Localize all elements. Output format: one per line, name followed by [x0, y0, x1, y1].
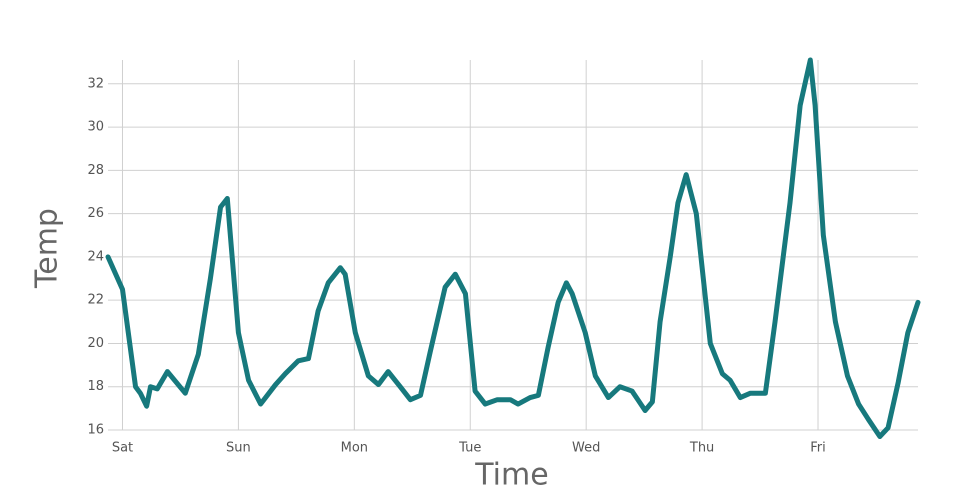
y-tick-label: 32	[87, 76, 104, 91]
x-tick-label: Fri	[810, 441, 826, 456]
y-tick-label: 28	[87, 163, 104, 178]
x-tick-label: Sun	[226, 441, 251, 456]
y-tick-label: 30	[87, 120, 104, 135]
x-tick-label: Tue	[458, 441, 481, 456]
x-tick-label: Wed	[572, 441, 600, 456]
y-tick-label: 18	[87, 379, 104, 394]
x-axis-title: Time	[474, 458, 548, 493]
y-tick-label: 26	[87, 206, 104, 221]
y-tick-label: 22	[87, 293, 104, 308]
y-tick-label: 16	[87, 423, 104, 438]
y-tick-label: 24	[87, 249, 104, 264]
y-axis-title: Temp	[30, 208, 65, 289]
data-line	[105, 57, 921, 439]
x-tick-label: Sat	[112, 441, 133, 456]
y-tick-label: 20	[87, 336, 104, 351]
x-tick-label: Thu	[689, 441, 714, 456]
x-tick-label: Mon	[341, 441, 368, 456]
